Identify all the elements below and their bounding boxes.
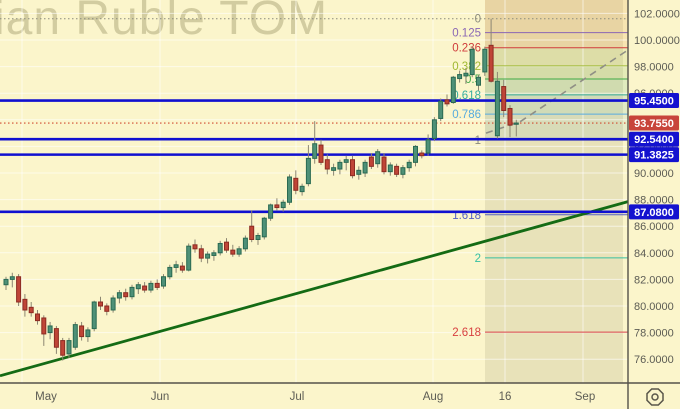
svg-text:0.382: 0.382 <box>452 61 481 73</box>
svg-text:78.0000: 78.0000 <box>634 328 674 340</box>
fib-retracement-tool[interactable]: 00.1250.2360.3820.50.6180.78611.61822.61… <box>0 14 628 339</box>
trend-line[interactable] <box>0 200 629 378</box>
svg-text:98.0000: 98.0000 <box>634 62 674 74</box>
time-axis[interactable]: May Jun Jul Aug 16 Sep <box>35 391 595 403</box>
projection-dashed-line[interactable] <box>485 49 629 134</box>
highlight-column <box>485 0 623 383</box>
candles-layer <box>3 18 519 361</box>
svg-text:2: 2 <box>475 253 481 265</box>
svg-text:Sep: Sep <box>575 391 595 403</box>
svg-text:0.236: 0.236 <box>452 43 481 55</box>
svg-text:100.0000: 100.0000 <box>634 35 680 47</box>
svg-text:May: May <box>35 391 57 403</box>
svg-text:Aug: Aug <box>423 391 443 403</box>
svg-text:0.618: 0.618 <box>452 90 481 102</box>
price-axis[interactable]: 102.0000100.000098.000096.000094.000092.… <box>634 8 680 366</box>
svg-text:0.786: 0.786 <box>452 109 481 121</box>
svg-text:87.0800: 87.0800 <box>634 207 674 219</box>
symbol-watermark: ian Ruble TOM <box>0 0 329 45</box>
svg-text:82.0000: 82.0000 <box>634 274 674 286</box>
svg-text:1: 1 <box>475 135 481 147</box>
svg-text:80.0000: 80.0000 <box>634 301 674 313</box>
svg-text:Jun: Jun <box>151 391 170 403</box>
svg-text:Jul: Jul <box>290 391 305 403</box>
grid-lines <box>0 0 628 383</box>
axis-settings-button[interactable] <box>629 384 680 409</box>
svg-text:92.5400: 92.5400 <box>634 134 674 146</box>
svg-text:16: 16 <box>499 391 512 403</box>
svg-text:86.0000: 86.0000 <box>634 221 674 233</box>
svg-text:91.3825: 91.3825 <box>634 150 674 162</box>
svg-text:2.618: 2.618 <box>452 327 481 339</box>
svg-text:0: 0 <box>475 14 481 26</box>
price-axis-badges: 95.4500 92.5400 91.3825 87.0800 93.7550 <box>629 93 679 220</box>
svg-text:90.0000: 90.0000 <box>634 168 674 180</box>
svg-text:84.0000: 84.0000 <box>634 248 674 260</box>
fib-fills <box>485 0 628 141</box>
svg-text:95.4500: 95.4500 <box>634 96 674 108</box>
svg-text:93.7550: 93.7550 <box>634 118 674 130</box>
svg-text:88.0000: 88.0000 <box>634 195 674 207</box>
svg-text:102.0000: 102.0000 <box>634 8 680 20</box>
octagon-target-icon <box>645 387 664 406</box>
svg-text:76.0000: 76.0000 <box>634 354 674 366</box>
svg-text:0.125: 0.125 <box>452 28 481 40</box>
